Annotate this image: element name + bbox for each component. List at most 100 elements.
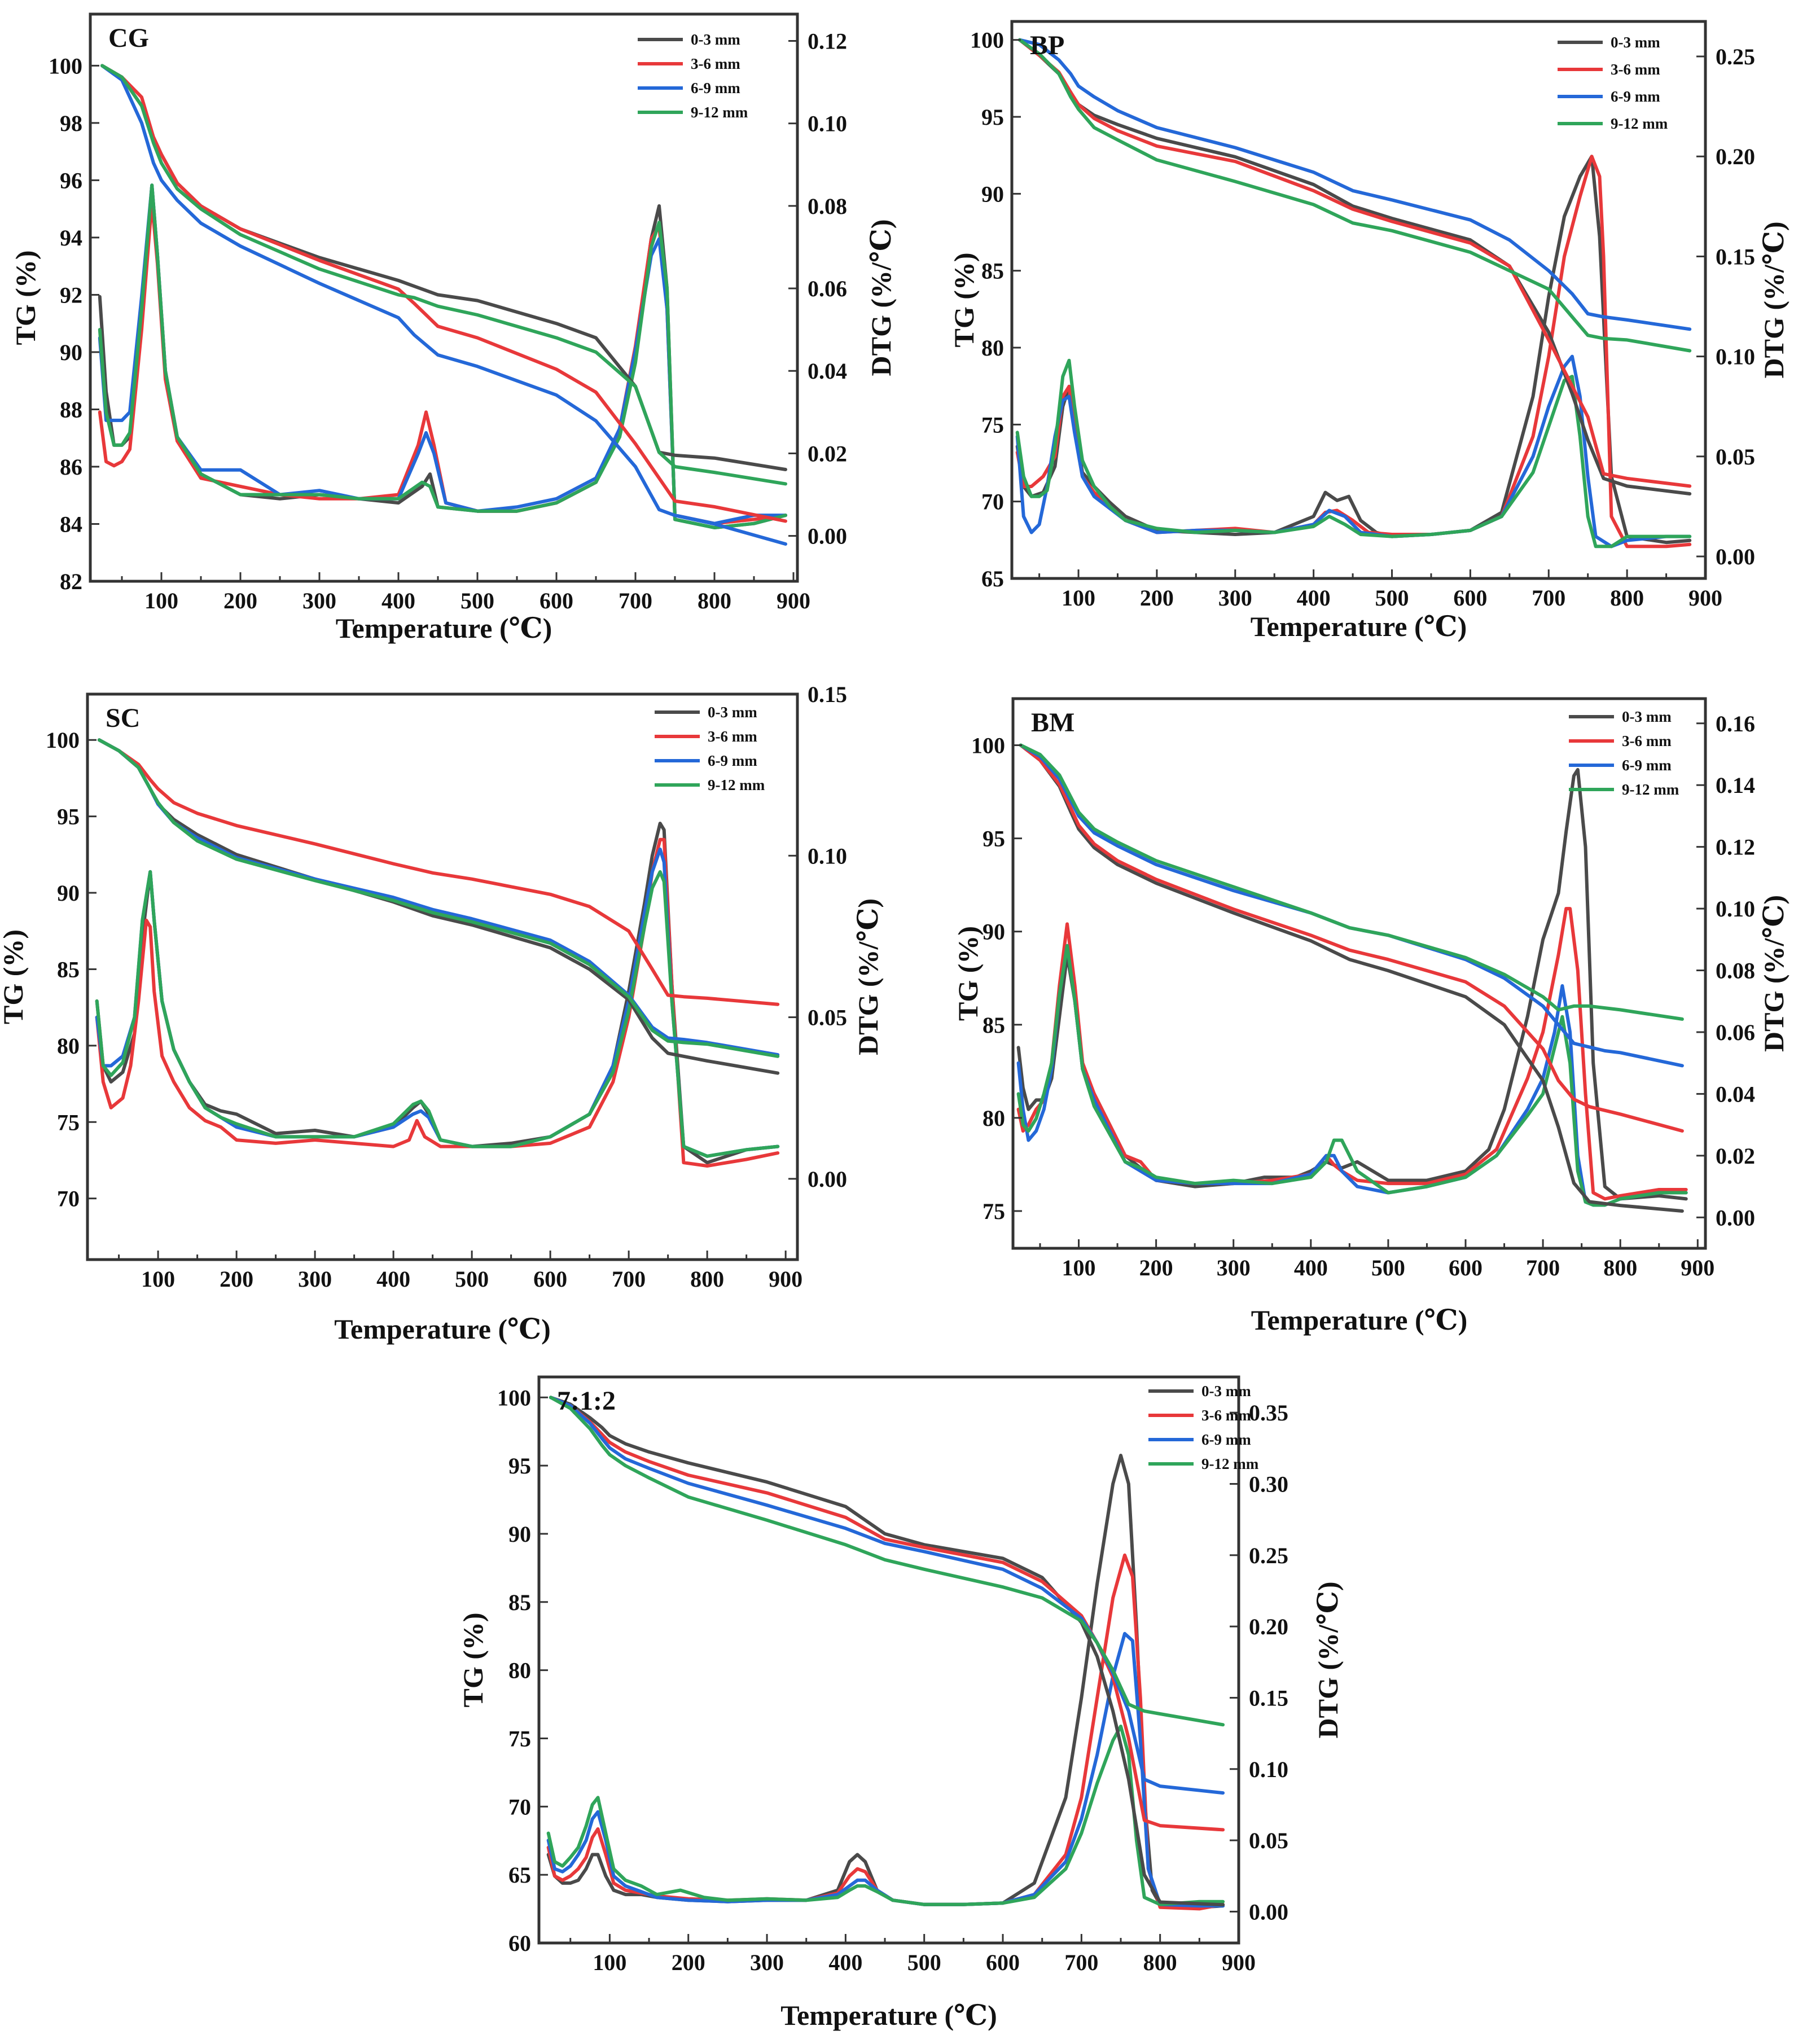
y-tick-label: 98 [60,111,82,136]
dtg-line-6-9mm [1015,354,1692,549]
tg-line-9-12mm [1019,743,1684,1021]
x-tick-label: 500 [455,1266,489,1292]
x-tick-label: 600 [540,588,573,613]
series-group [1016,743,1688,1213]
x-tick-label: 300 [298,1266,332,1292]
dtg-line-3-6mm [546,1553,1225,1911]
y-tick-label: 75 [981,412,1004,437]
panel-title: CG [108,23,149,53]
x-tick-label: 400 [1297,585,1331,611]
tg-line-9-12mm [549,1396,1225,1727]
legend-label: 3-6 mm [708,728,757,745]
legend-label: 6-9 mm [708,752,757,769]
y-tick-label: 100 [497,1385,531,1410]
plot-frame [1011,697,1707,1250]
dtg-line-9-12mm [1015,358,1692,549]
y-tick-label: 95 [983,826,1005,852]
y2-tick-label: 0.08 [1716,958,1755,984]
dtg-line-9-12mm [95,870,780,1158]
tg-line-6-9mm [97,738,780,1057]
y-tick-label: 95 [508,1453,531,1479]
y2-tick-label: 0.20 [1249,1614,1288,1639]
x-axis-label: Temperature (℃) [1251,1304,1467,1336]
y-tick-label: 95 [57,804,80,830]
y-tick-label: 85 [981,258,1004,284]
legend-label: 6-9 mm [1611,88,1660,105]
y-tick-label: 70 [57,1186,80,1212]
x-tick-label: 800 [690,1266,724,1292]
x-tick-label: 800 [698,588,731,613]
y2-tick-label: 0.00 [1716,544,1755,569]
legend: 0-3 mm 3-6 mm 6-9 mm 9-12 mm [638,31,748,121]
dtg-line-6-9mm [98,183,787,525]
tg-line-3-6mm [100,64,787,523]
x-tick-label: 900 [1688,585,1722,611]
y2-tick-label: 0.05 [808,1005,847,1030]
x-tick-label: 200 [1140,585,1174,611]
legend-label: 3-6 mm [1201,1407,1251,1424]
y2-axis-label: DTG (%/℃) [865,220,897,376]
dtg-line-9-12mm [1016,944,1688,1207]
y2-tick-label: 0.12 [1716,835,1755,860]
legend: 0-3 mm 3-6 mm 6-9 mm 9-12 mm [1569,708,1679,798]
legend-label: 0-3 mm [1611,34,1660,51]
legend-label: 9-12 mm [691,104,748,121]
x-tick-label: 900 [1222,1950,1256,1975]
x-tick-label: 500 [1371,1255,1405,1280]
x-tick-label: 900 [769,1266,802,1292]
dtg-line-6-9mm [546,1631,1225,1908]
y2-axis-label: DTG (%/℃) [1312,1582,1344,1739]
y-tick-label: 90 [508,1521,531,1547]
y-tick-label: 84 [60,511,82,537]
legend-label: 0-3 mm [1622,708,1672,725]
series-group [98,64,787,546]
tg-line-9-12mm [1017,38,1692,353]
y-tick-label: 90 [981,181,1004,207]
y2-axis-label: DTG (%/℃) [1758,222,1790,379]
y2-tick-label: 0.14 [1716,773,1755,798]
legend-label: 9-12 mm [1611,115,1668,132]
x-tick-label: 200 [1139,1255,1173,1280]
y2-tick-label: 0.00 [808,524,847,549]
x-tick-label: 100 [593,1950,626,1975]
plot-frame [89,12,799,583]
legend-label: 3-6 mm [1611,61,1660,78]
y-tick-label: 82 [60,569,82,594]
x-tick-label: 600 [533,1266,567,1292]
legend-label: 6-9 mm [1201,1431,1251,1448]
tg-line-0-3mm [100,64,787,471]
y2-tick-label: 0.10 [808,843,847,869]
x-tick-label: 500 [907,1950,941,1975]
y-tick-label: 60 [508,1931,531,1956]
plot-frame [1010,20,1707,580]
y2-tick-label: 0.05 [1716,444,1755,470]
y-axis-label: TG (%) [457,1612,489,1707]
x-tick-label: 700 [612,1266,646,1292]
tg-line-6-9mm [1019,743,1684,1068]
legend: 0-3 mm 3-6 mm 6-9 mm 9-12 mm [655,704,765,793]
x-axis-label: Temperature (℃) [780,1999,997,2031]
x-tick-label: 200 [223,588,257,613]
x-tick-label: 600 [986,1950,1020,1975]
y2-tick-label: 0.06 [808,276,847,301]
legend-label: 3-6 mm [1622,732,1672,749]
tg-line-6-9mm [1017,38,1692,331]
legend-label: 3-6 mm [691,55,740,72]
x-tick-label: 700 [1526,1255,1560,1280]
y2-tick-label: 0.10 [1716,344,1755,370]
x-tick-label: 300 [1218,585,1252,611]
series-group [546,1396,1225,1911]
tg-line-3-6mm [1019,743,1684,1133]
y-tick-label: 80 [981,335,1004,361]
legend-label: 9-12 mm [1201,1455,1259,1472]
panel-712: 100 200 300 400 500 600 700 800 900 60 65 70 75 80 85 9… [457,1375,1344,2031]
x-tick-label: 200 [672,1950,705,1975]
y-tick-label: 94 [60,225,82,251]
y2-tick-label: 0.25 [1716,44,1755,69]
y-axis-label: TG (%) [10,250,41,345]
plot-frame [537,1375,1240,1945]
legend-label: 6-9 mm [691,80,740,97]
tg-line-3-6mm [1017,38,1692,488]
y2-tick-label: 0.25 [1249,1543,1288,1568]
y2-tick-label: 0.00 [1249,1899,1288,1924]
